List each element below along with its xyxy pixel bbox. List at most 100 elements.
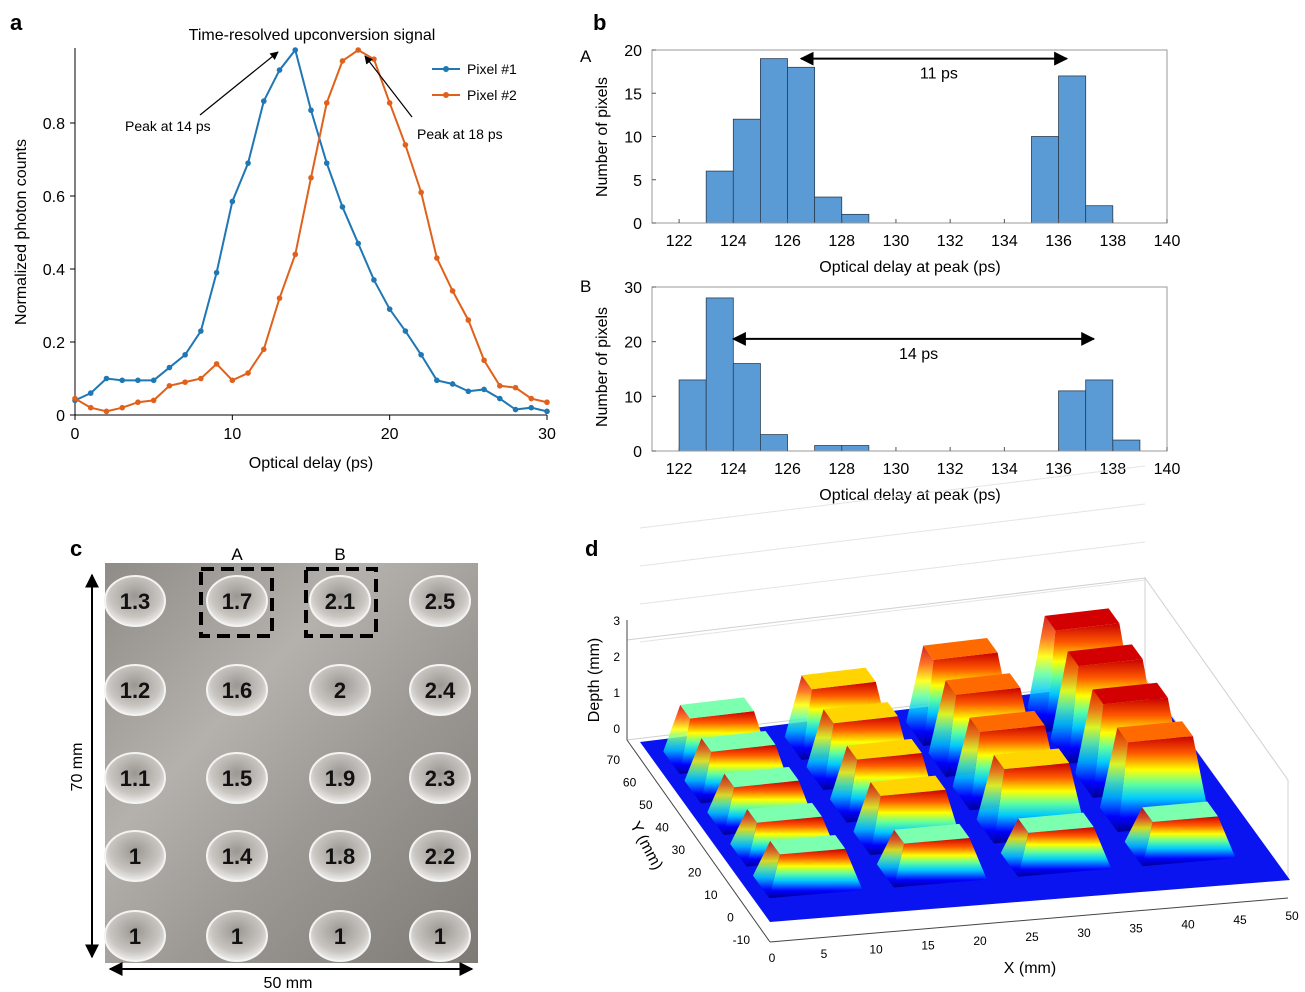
chart-a-point	[292, 251, 299, 258]
chart-a-point	[198, 375, 204, 382]
histogram-bar	[1112, 439, 1141, 452]
chart-a-point	[308, 174, 314, 181]
chart-a-point	[465, 388, 472, 395]
histogram-bar	[1085, 379, 1114, 452]
chart-a-point	[182, 379, 188, 385]
dimple	[309, 830, 371, 882]
dimple-label: 1.1	[120, 766, 151, 791]
chart-a-point	[119, 377, 125, 384]
chart-a-point	[87, 390, 94, 396]
chart-a-point	[544, 399, 550, 406]
dimple-label: 2.2	[425, 844, 456, 869]
well-side	[1099, 727, 1129, 832]
histogram-bar	[760, 434, 788, 452]
histogram-ytick-label: 30	[624, 280, 642, 297]
dimple-label: 1.6	[222, 678, 253, 703]
dimple-label: 2.3	[425, 766, 456, 791]
histogram-bar	[732, 363, 761, 452]
histogram-bar	[705, 297, 734, 452]
chart-a-point	[544, 408, 550, 415]
chart-a-point	[371, 56, 377, 62]
well-side	[976, 754, 1005, 844]
chart-d-ytick-label: 60	[623, 776, 637, 790]
histogram-xtick-label: 124	[720, 233, 747, 250]
annotation-peak-18: Peak at 18 ps	[417, 126, 503, 142]
dimple	[309, 575, 371, 627]
width-label: 50 mm	[264, 975, 313, 992]
histogram-bar	[760, 58, 788, 224]
highlight-box-b	[304, 567, 378, 638]
chart-a-series-line-1	[74, 47, 548, 413]
well-front	[1142, 816, 1236, 867]
well-top	[801, 667, 876, 690]
chart-bA-ylabel: Number of pixels	[594, 77, 611, 197]
histogram-bar	[787, 66, 816, 224]
dimple-label: 1.5	[222, 766, 253, 791]
chart-d-ytick-label: 30	[672, 843, 686, 857]
well-front	[769, 848, 863, 899]
histogram-bar	[841, 445, 870, 452]
histogram-xtick-label: 140	[1154, 233, 1181, 250]
histogram-ytick-label: 20	[624, 335, 642, 352]
dimple-label: 1.9	[325, 766, 356, 791]
delay-difference-label: 11 ps	[920, 66, 958, 83]
chart-a-legend: Pixel #1 Pixel #2	[432, 61, 517, 103]
chart-d-xtick-label: 40	[1181, 917, 1195, 931]
chart-a-point	[418, 189, 424, 196]
chart-bA-xlabel: Optical delay at peak (ps)	[819, 259, 1000, 276]
chart-a-point	[418, 351, 424, 358]
chart-a-point	[371, 277, 377, 283]
chart-a-point	[386, 100, 393, 106]
dimple-label: 1.7	[222, 589, 253, 614]
dimple	[104, 910, 166, 962]
chart-a-ytick-label: 0.4	[43, 262, 65, 279]
chart-a-point	[72, 395, 78, 402]
histogram-xtick-label: 140	[1154, 461, 1181, 478]
chart-b-histogram-a: A Optical delay at peak (ps) Number of p…	[580, 43, 1180, 276]
dimple-label: 1.4	[222, 844, 253, 869]
dimple	[206, 910, 268, 962]
chart-a-point	[434, 377, 440, 384]
dimple	[309, 752, 371, 804]
well-top	[770, 834, 846, 855]
chart-bB-xlabel: Optical delay at peak (ps)	[819, 487, 1000, 504]
chart-a-point	[261, 346, 267, 353]
chart-a-ytick-label: 0.2	[43, 335, 65, 352]
chart-a-point	[308, 107, 314, 114]
chart-a-xtick-label: 20	[381, 426, 399, 443]
chart-a-plot-area	[75, 50, 547, 415]
chart-a-point	[481, 386, 487, 393]
chart-a-point	[528, 395, 535, 402]
dimple-label: 1.8	[325, 844, 356, 869]
chart-a-point	[213, 269, 220, 276]
histogram-xtick-label: 122	[666, 233, 693, 250]
well-side	[707, 773, 735, 835]
histogram-bar	[841, 213, 870, 224]
chart-d-xtick-label: 10	[869, 943, 883, 957]
well-top	[680, 697, 754, 719]
chart-d-xtick-label: 30	[1077, 926, 1091, 940]
chart-d-ztick-label: 1	[613, 686, 620, 700]
histogram-xtick-label: 132	[937, 461, 964, 478]
dimple	[206, 664, 268, 716]
chart-a-point	[402, 142, 409, 148]
chart-a-point	[449, 288, 456, 294]
well-side	[663, 704, 691, 775]
chart-a-point	[386, 306, 393, 312]
chart-d-ytick-label: 50	[639, 798, 653, 812]
chart-a-title: Time-resolved upconversion signal	[189, 27, 436, 44]
well-side	[1050, 651, 1079, 764]
chart-a-point	[150, 377, 157, 384]
chart-bA-panel-label: A	[580, 47, 592, 66]
histogram-ytick-label: 0	[633, 216, 642, 233]
chart-a-point	[245, 160, 251, 166]
well-top	[923, 638, 998, 660]
chart-a-ylabel: Normalized photon counts	[13, 139, 30, 325]
well-top	[969, 710, 1045, 732]
chart-a-point	[339, 204, 346, 210]
panel-letter-d: d	[585, 536, 598, 561]
histogram-xtick-label: 134	[991, 233, 1018, 250]
dimple-label: 1	[434, 924, 446, 949]
well-top	[1018, 812, 1094, 833]
chart-a-xtick-label: 30	[538, 426, 556, 443]
